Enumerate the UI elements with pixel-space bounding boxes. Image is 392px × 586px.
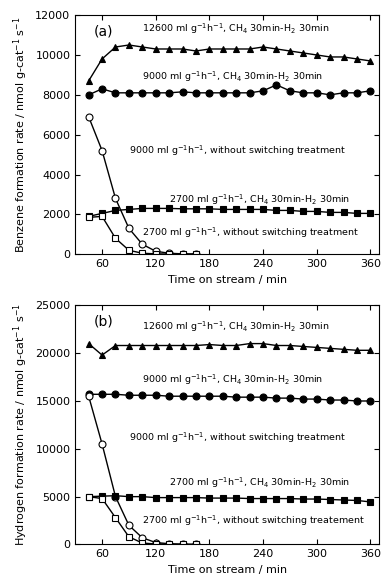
Text: 2700 ml g$^{-1}$h$^{-1}$, CH$_4$ 30min-H$_2$ 30min: 2700 ml g$^{-1}$h$^{-1}$, CH$_4$ 30min-H… — [169, 475, 350, 489]
X-axis label: Time on stream / min: Time on stream / min — [168, 565, 287, 575]
Text: 2700 ml g$^{-1}$h$^{-1}$, without switching treatment: 2700 ml g$^{-1}$h$^{-1}$, without switch… — [142, 225, 359, 240]
Y-axis label: Benzene formation rate / nmol g-cat$^{-1}$ s$^{-1}$: Benzene formation rate / nmol g-cat$^{-1… — [11, 16, 30, 253]
Text: (a): (a) — [94, 25, 113, 39]
Text: (b): (b) — [94, 315, 113, 329]
Text: 2700 ml g$^{-1}$h$^{-1}$, CH$_4$ 30min-H$_2$ 30min: 2700 ml g$^{-1}$h$^{-1}$, CH$_4$ 30min-H… — [169, 192, 350, 207]
Text: 9000 ml g$^{-1}$h$^{-1}$, CH$_4$ 30min-H$_2$ 30min: 9000 ml g$^{-1}$h$^{-1}$, CH$_4$ 30min-H… — [142, 373, 323, 387]
Text: 12600 ml g$^{-1}$h$^{-1}$, CH$_4$ 30min-H$_2$ 30min: 12600 ml g$^{-1}$h$^{-1}$, CH$_4$ 30min-… — [142, 319, 330, 333]
X-axis label: Time on stream / min: Time on stream / min — [168, 275, 287, 285]
Text: 9000 ml g$^{-1}$h$^{-1}$, CH$_4$ 30min-H$_2$ 30min: 9000 ml g$^{-1}$h$^{-1}$, CH$_4$ 30min-H… — [142, 70, 323, 84]
Text: 2700 ml g$^{-1}$h$^{-1}$, without switching treatement: 2700 ml g$^{-1}$h$^{-1}$, without switch… — [142, 513, 365, 528]
Text: 12600 ml g$^{-1}$h$^{-1}$, CH$_4$ 30min-H$_2$ 30min: 12600 ml g$^{-1}$h$^{-1}$, CH$_4$ 30min-… — [142, 22, 330, 36]
Text: 9000 ml g$^{-1}$h$^{-1}$, without switching treatment: 9000 ml g$^{-1}$h$^{-1}$, without switch… — [129, 430, 346, 445]
Text: 9000 ml g$^{-1}$h$^{-1}$, without switching treatment: 9000 ml g$^{-1}$h$^{-1}$, without switch… — [129, 144, 346, 158]
Y-axis label: Hydrogen formation rate / nmol g-cat$^{-1}$ s$^{-1}$: Hydrogen formation rate / nmol g-cat$^{-… — [11, 304, 30, 546]
